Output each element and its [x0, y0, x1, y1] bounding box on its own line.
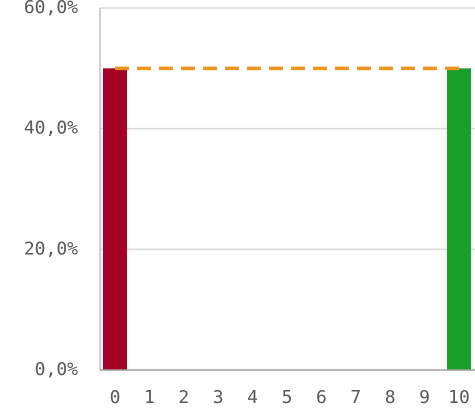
y-tick-label: 60,0%: [24, 0, 78, 18]
x-tick-label: 6: [316, 387, 327, 408]
x-tick-label: 8: [385, 387, 396, 408]
x-tick-label: 3: [213, 387, 224, 408]
y-tick-label: 40,0%: [24, 118, 78, 139]
x-tick-label: 1: [144, 387, 155, 408]
x-tick-label: 7: [350, 387, 361, 408]
y-tick-label: 0,0%: [35, 359, 79, 380]
axes: [99, 8, 475, 371]
bar: [447, 68, 471, 370]
x-tick-label: 4: [247, 387, 258, 408]
x-tick-labels: 0 1 2 3 4 5 6 7 8 9 10: [110, 387, 470, 408]
x-tick-label: 2: [178, 387, 189, 408]
x-tick-label: 5: [282, 387, 293, 408]
y-tick-labels: 0,0% 20,0% 40,0% 60,0%: [24, 0, 78, 380]
x-tick-label: 0: [110, 387, 121, 408]
x-tick-label: 9: [419, 387, 430, 408]
x-tick-label: 10: [448, 387, 470, 408]
gridlines: [100, 7, 475, 251]
bars: [103, 68, 471, 370]
y-tick-label: 20,0%: [24, 238, 78, 259]
bar: [103, 68, 127, 370]
